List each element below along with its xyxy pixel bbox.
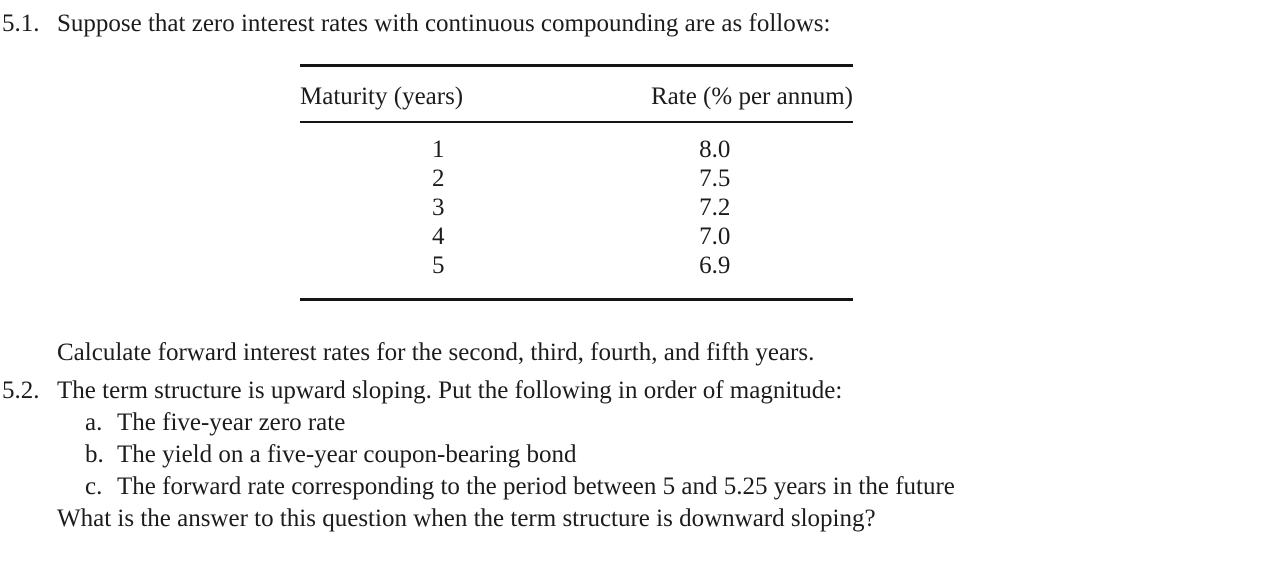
problem-5-2-number: 5.2. [2, 377, 40, 404]
problem-5-2-question: What is the answer to this question when… [57, 505, 876, 532]
list-item-text: The yield on a five-year coupon-bearing … [117, 441, 577, 468]
list-item: a. The five-year zero rate [85, 407, 1257, 439]
problem-5-1-number: 5.1. [2, 10, 40, 37]
list-item-label: c. [85, 473, 103, 500]
rate-cell: 7.2 [699, 194, 731, 221]
problem-5-2: 5.2. The term structure is upward slopin… [2, 375, 1257, 535]
problem-5-1-intro-line: 5.1. Suppose that zero interest rates wi… [2, 8, 1257, 40]
table-row: 3 7.2 [300, 193, 853, 222]
rate-cell: 7.0 [699, 223, 731, 250]
maturity-cell: 2 [432, 165, 445, 192]
zero-rates-table: Maturity (years) Rate (% per annum) 1 8.… [300, 64, 853, 301]
list-item-text: The five-year zero rate [117, 409, 346, 436]
maturity-cell: 3 [432, 194, 445, 221]
rate-cell: 8.0 [699, 136, 731, 163]
list-item: b. The yield on a five-year coupon-beari… [85, 439, 1257, 471]
maturity-cell: 1 [432, 136, 445, 163]
problem-5-1: 5.1. Suppose that zero interest rates wi… [2, 8, 1257, 369]
problem-5-2-intro: The term structure is upward sloping. Pu… [57, 377, 843, 404]
table-header-maturity: Maturity (years) [300, 65, 577, 123]
table-row: 2 7.5 [300, 164, 853, 193]
table-row: 4 7.0 [300, 222, 853, 251]
table-row: 5 6.9 [300, 251, 853, 300]
problem-5-1-question: Calculate forward interest rates for the… [57, 339, 815, 366]
maturity-cell: 5 [432, 252, 445, 279]
table-row: 1 8.0 [300, 122, 853, 164]
rate-cell: 7.5 [699, 165, 731, 192]
problem-5-1-question-line: Calculate forward interest rates for the… [2, 337, 1257, 369]
rates-table-wrap: Maturity (years) Rate (% per annum) 1 8.… [300, 64, 1257, 301]
problem-5-2-intro-line: 5.2. The term structure is upward slopin… [2, 375, 1257, 535]
list-item-text: The forward rate corresponding to the pe… [117, 473, 955, 500]
rate-cell: 6.9 [699, 252, 731, 279]
table-header-rate: Rate (% per annum) [576, 65, 853, 123]
list-item-label: a. [85, 409, 103, 436]
list-item: c. The forward rate corresponding to the… [85, 471, 1257, 503]
problem-5-1-intro: Suppose that zero interest rates with co… [57, 10, 831, 37]
problem-5-2-list: a. The five-year zero rate b. The yield … [57, 407, 1257, 503]
maturity-cell: 4 [432, 223, 445, 250]
table-header-row: Maturity (years) Rate (% per annum) [300, 65, 853, 123]
list-item-label: b. [85, 441, 104, 468]
